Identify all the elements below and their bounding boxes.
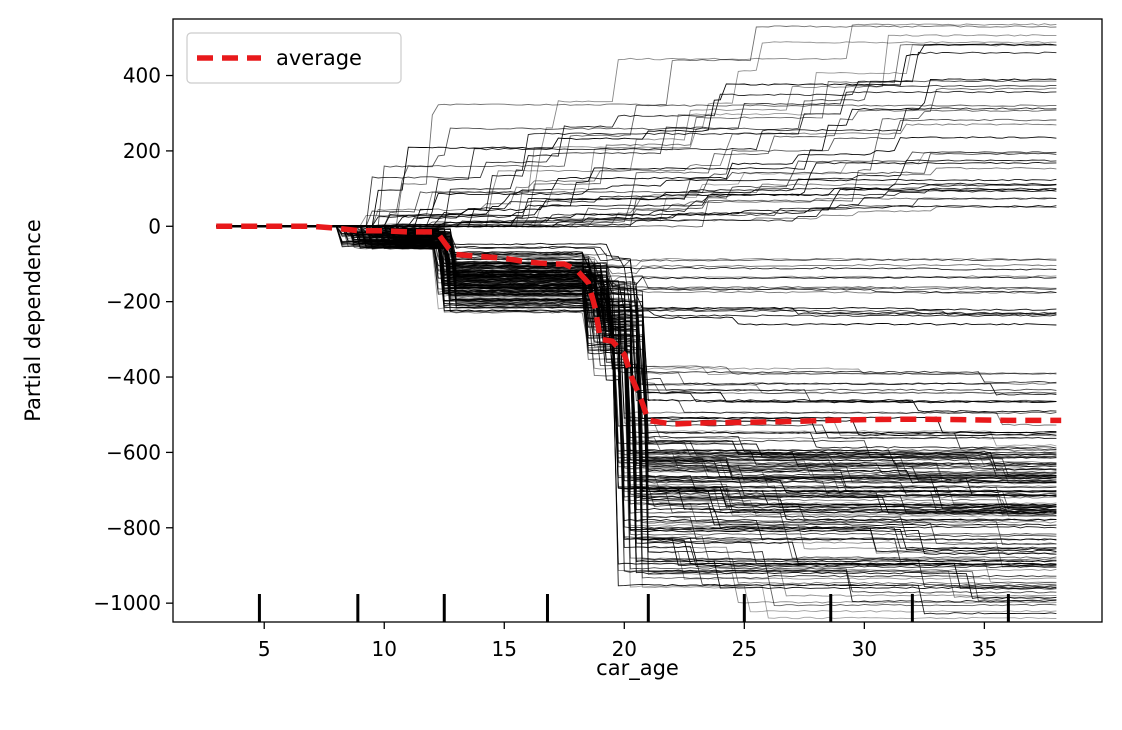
plot-frame xyxy=(172,18,1103,623)
y-tick-label: 0 xyxy=(148,214,161,238)
x-tick-label: 35 xyxy=(972,637,997,661)
x-tick-label: 15 xyxy=(492,637,517,661)
ice-line xyxy=(216,225,1057,565)
x-tick-label: 10 xyxy=(372,637,397,661)
rug-marks xyxy=(257,594,1010,622)
ice-line xyxy=(216,225,1057,437)
legend-label-average: average xyxy=(276,46,362,70)
x-tick-label: 20 xyxy=(612,637,637,661)
x-tick-label: 30 xyxy=(852,637,877,661)
ice-line xyxy=(216,167,1057,228)
ice-line xyxy=(216,225,1057,514)
ice-line xyxy=(216,197,1057,228)
ice-line xyxy=(216,136,1057,228)
y-tick-label: 200 xyxy=(123,139,161,163)
y-tick-label: −1000 xyxy=(93,591,161,615)
ice-line xyxy=(216,225,1057,275)
ice-line xyxy=(216,225,1057,603)
ice-lines xyxy=(216,23,1057,620)
x-tick-label: 5 xyxy=(258,637,271,661)
y-tick-label: −200 xyxy=(106,290,161,314)
ice-line xyxy=(216,225,1057,506)
ice-line xyxy=(216,225,1057,271)
y-axis-label: Partial dependence xyxy=(21,219,45,422)
ice-line xyxy=(216,197,1057,228)
ice-line xyxy=(216,225,1057,315)
average-line xyxy=(216,223,1062,427)
legend-box xyxy=(186,32,402,84)
y-tick-label: −400 xyxy=(106,365,161,389)
y-axis: −1000 −800 −600 −400 −200 0 200 400 xyxy=(93,64,173,615)
ice-line xyxy=(216,225,1057,434)
ice-line xyxy=(216,225,1057,375)
ice-line xyxy=(216,225,1057,587)
x-axis: 5 10 15 20 25 30 35 xyxy=(258,622,997,661)
ice-line xyxy=(216,225,1057,464)
ice-line xyxy=(216,152,1057,228)
x-tick-label: 25 xyxy=(732,637,757,661)
ice-line xyxy=(216,225,1057,291)
x-axis-label: car_age xyxy=(596,656,679,681)
ice-line xyxy=(216,225,1057,499)
legend: average xyxy=(186,32,402,84)
y-tick-label: −600 xyxy=(106,440,161,464)
y-tick-label: 400 xyxy=(123,64,161,88)
y-tick-label: −800 xyxy=(106,516,161,540)
